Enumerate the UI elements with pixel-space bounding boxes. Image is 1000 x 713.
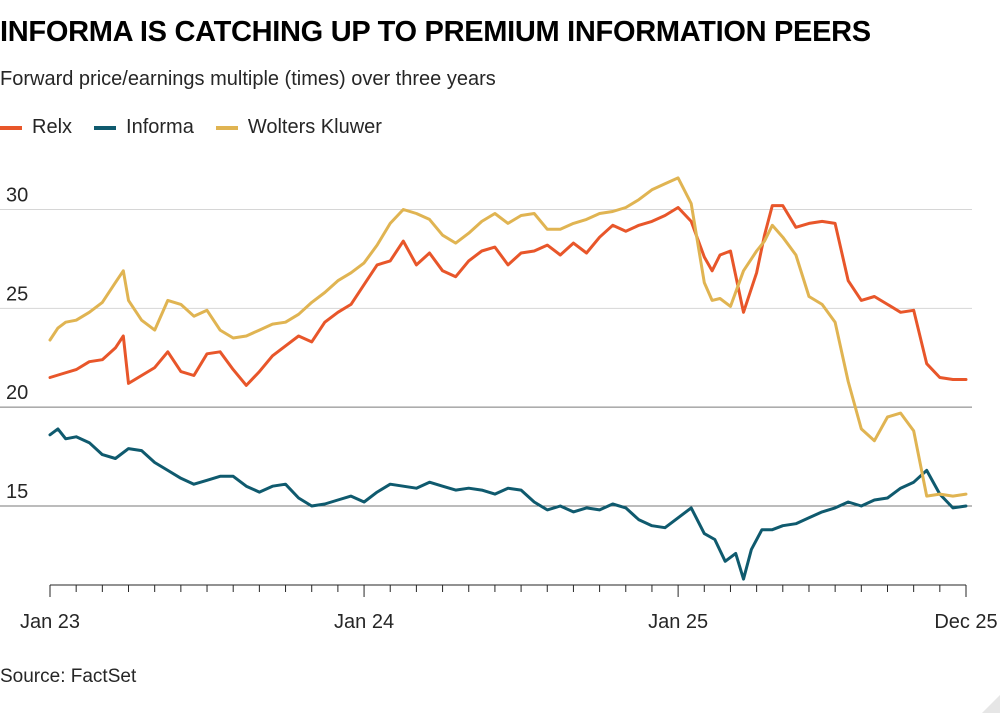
legend-item-wolters-kluwer: Wolters Kluwer bbox=[215, 116, 382, 139]
legend-label-wolters-kluwer: Wolters Kluwer bbox=[247, 116, 382, 138]
y-tick-label-15: 15 bbox=[6, 481, 28, 503]
series-line-informa bbox=[48, 427, 968, 581]
legend-swatch-informa bbox=[94, 125, 117, 130]
line-chart: 15 20 25 30 Jan 23 Jan 24 Jan 25 Dec 25 bbox=[0, 176, 998, 633]
y-tick-label-25: 25 bbox=[6, 283, 28, 305]
source-note: Source: FactSet bbox=[0, 666, 137, 687]
y-tick-label-30: 30 bbox=[6, 185, 28, 207]
series-line-wolters-kluwer bbox=[48, 176, 968, 498]
legend-item-relx: Relx bbox=[0, 116, 72, 139]
page-corner-fold bbox=[982, 695, 1000, 713]
x-tick-label-3: Dec 25 bbox=[934, 611, 997, 633]
legend-label-relx: Relx bbox=[32, 116, 73, 138]
x-tick-labels: Jan 23 Jan 24 Jan 25 Dec 25 bbox=[20, 611, 998, 633]
legend-swatch-wolters-kluwer bbox=[215, 125, 238, 130]
chart-subtitle: Forward price/earnings multiple (times) … bbox=[0, 68, 496, 90]
x-axis bbox=[49, 584, 967, 597]
series-lines bbox=[48, 176, 968, 581]
legend-label-informa: Informa bbox=[126, 116, 194, 138]
x-tick-label-2: Jan 25 bbox=[648, 611, 708, 633]
x-tick-label-0: Jan 23 bbox=[20, 611, 80, 633]
y-tick-label-20: 20 bbox=[6, 382, 28, 404]
x-tick-label-1: Jan 24 bbox=[334, 611, 394, 633]
gridlines bbox=[0, 209, 972, 507]
legend-item-informa: Informa bbox=[94, 116, 194, 139]
y-tick-labels: 15 20 25 30 bbox=[6, 185, 28, 503]
legend: Relx Informa Wolters Kluwer bbox=[0, 116, 382, 139]
chart-title: INFORMA IS CATCHING UP TO PREMIUM INFORM… bbox=[0, 16, 871, 48]
legend-swatch-relx bbox=[0, 125, 22, 130]
series-line-relx bbox=[48, 204, 968, 387]
